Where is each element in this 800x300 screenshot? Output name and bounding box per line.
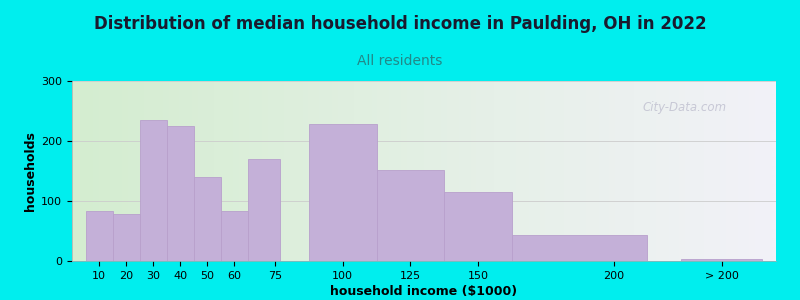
Y-axis label: households: households [24,131,37,211]
X-axis label: household income ($1000): household income ($1000) [330,285,518,298]
Bar [221,211,248,261]
Bar [166,126,194,261]
Bar [86,211,113,261]
Text: City-Data.com: City-Data.com [642,101,726,115]
Bar [444,192,512,261]
Text: All residents: All residents [358,54,442,68]
Bar [113,214,140,261]
Bar [248,159,281,261]
Text: Distribution of median household income in Paulding, OH in 2022: Distribution of median household income … [94,15,706,33]
Bar [309,124,377,261]
Bar [377,170,444,261]
Bar [140,120,166,261]
Bar [512,235,647,261]
Bar [682,259,762,261]
Bar [194,177,221,261]
